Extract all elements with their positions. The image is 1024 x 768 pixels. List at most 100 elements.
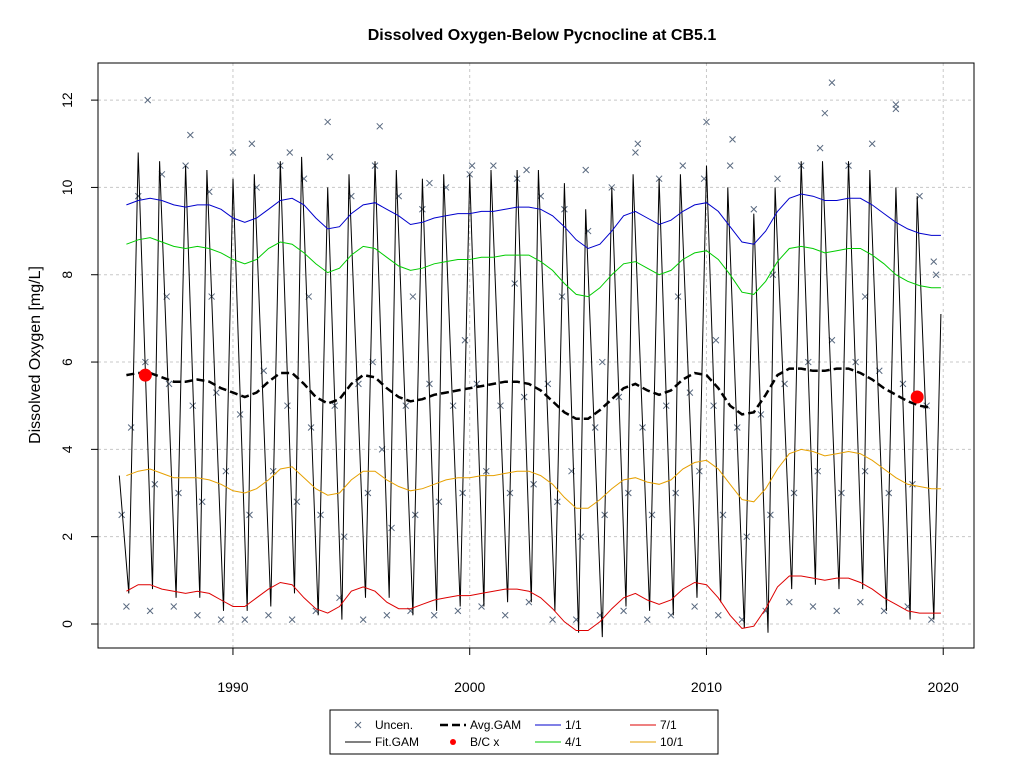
series-line-p7_1 [126, 575, 941, 631]
uncen-point [710, 402, 717, 410]
plot-frame [97, 62, 975, 649]
uncen-point [241, 616, 249, 623]
uncen-point [248, 140, 256, 148]
uncen-point [454, 607, 462, 615]
uncen-point [461, 336, 469, 344]
uncen-point [293, 498, 301, 506]
uncen-point [217, 616, 225, 623]
uncen-point [123, 603, 130, 610]
x-tick-label: 2000 [454, 679, 485, 695]
legend-label: 4/1 [565, 735, 582, 749]
uncen-point [785, 598, 793, 606]
uncen-point [828, 79, 836, 86]
uncen-point [118, 511, 126, 519]
uncen-point [347, 192, 355, 200]
uncen-point [703, 118, 710, 126]
y-tick-label: 2 [59, 533, 75, 541]
uncen-point [809, 603, 817, 610]
y-tick-label: 12 [59, 92, 75, 108]
uncen-point [781, 380, 788, 388]
uncen-point [561, 205, 568, 213]
legend-label: B/C x [470, 735, 499, 749]
uncen-point [544, 380, 552, 388]
uncen-point [419, 205, 426, 213]
uncen-point [435, 498, 443, 506]
uncen-point [930, 258, 938, 265]
uncen-point [892, 101, 900, 108]
uncen-point [490, 162, 497, 169]
legend-label: Fit.GAM [375, 735, 419, 749]
uncen-point [355, 380, 362, 388]
uncen-point [537, 192, 545, 200]
uncen-point [643, 616, 651, 623]
uncen-point [229, 149, 237, 156]
uncen-point [857, 598, 864, 606]
uncen-point [523, 166, 530, 174]
y-tick-label: 8 [59, 271, 75, 279]
series-line-avg [126, 367, 932, 421]
y-tick-label: 10 [59, 179, 75, 195]
uncen-point [165, 380, 173, 388]
uncen-point [144, 96, 152, 104]
uncen-point [395, 192, 403, 200]
uncen-point [833, 607, 841, 615]
uncen-point [222, 467, 230, 475]
uncen-point [468, 162, 476, 169]
uncen-point [816, 144, 824, 152]
x-tick-label: 2010 [691, 679, 722, 695]
uncen-point [170, 603, 178, 610]
series-line-p1_1 [126, 193, 941, 250]
legend-symbol [354, 721, 362, 729]
uncen-point [686, 389, 694, 396]
y-axis-label: Dissolved Oxygen [mg/L] [27, 266, 44, 444]
legend-symbol [450, 739, 456, 745]
uncen-point [449, 402, 457, 410]
uncen-point [246, 511, 253, 519]
uncen-point [409, 293, 417, 300]
legend-label: 1/1 [565, 718, 582, 732]
axes: 1990 2000 2010 2020 0 2 4 6 8 10 12 [59, 92, 959, 695]
uncen-point [189, 402, 197, 410]
uncen-point [402, 402, 410, 410]
uncen-point [712, 336, 720, 344]
uncen-point [236, 411, 244, 418]
uncen-point [691, 603, 698, 610]
uncen-point [729, 136, 736, 143]
uncen-point [577, 533, 585, 541]
uncen-point [767, 511, 774, 519]
uncen-point [326, 153, 334, 161]
uncen-point [288, 616, 296, 623]
series-line-p4_1 [126, 237, 941, 298]
uncen-point [679, 162, 687, 169]
uncen-point [127, 424, 135, 431]
uncen-point [194, 611, 201, 619]
y-tick-label: 0 [59, 620, 75, 628]
bc-point [910, 390, 924, 404]
x-tick-label: 2020 [928, 679, 959, 695]
uncen-point [726, 162, 734, 169]
legend-label: 7/1 [660, 718, 677, 732]
uncen-point [634, 140, 642, 148]
x-tick-label: 1990 [217, 679, 248, 695]
uncen-point [861, 293, 869, 300]
legend-box [329, 709, 719, 755]
legend-label: 10/1 [660, 735, 684, 749]
uncen-point [430, 611, 438, 619]
uncen-point [376, 122, 384, 130]
uncen-point [591, 424, 599, 431]
y-tick-label: 4 [59, 445, 75, 453]
uncen-point [340, 533, 348, 541]
uncen-point [286, 149, 294, 156]
uncen-point [620, 607, 627, 615]
uncen-point [714, 611, 722, 619]
uncen-point [932, 271, 940, 279]
uncen-point [383, 611, 391, 619]
uncen-point [719, 511, 727, 519]
uncen-point [151, 480, 159, 488]
uncen-point [774, 175, 781, 183]
legend: Uncen. Fit.GAM Avg.GAM B/C x 1/1 4/1 7/1 10/1 [329, 709, 719, 755]
uncen-point [146, 607, 154, 615]
uncen-point [324, 118, 332, 126]
uncen-point [186, 131, 194, 139]
